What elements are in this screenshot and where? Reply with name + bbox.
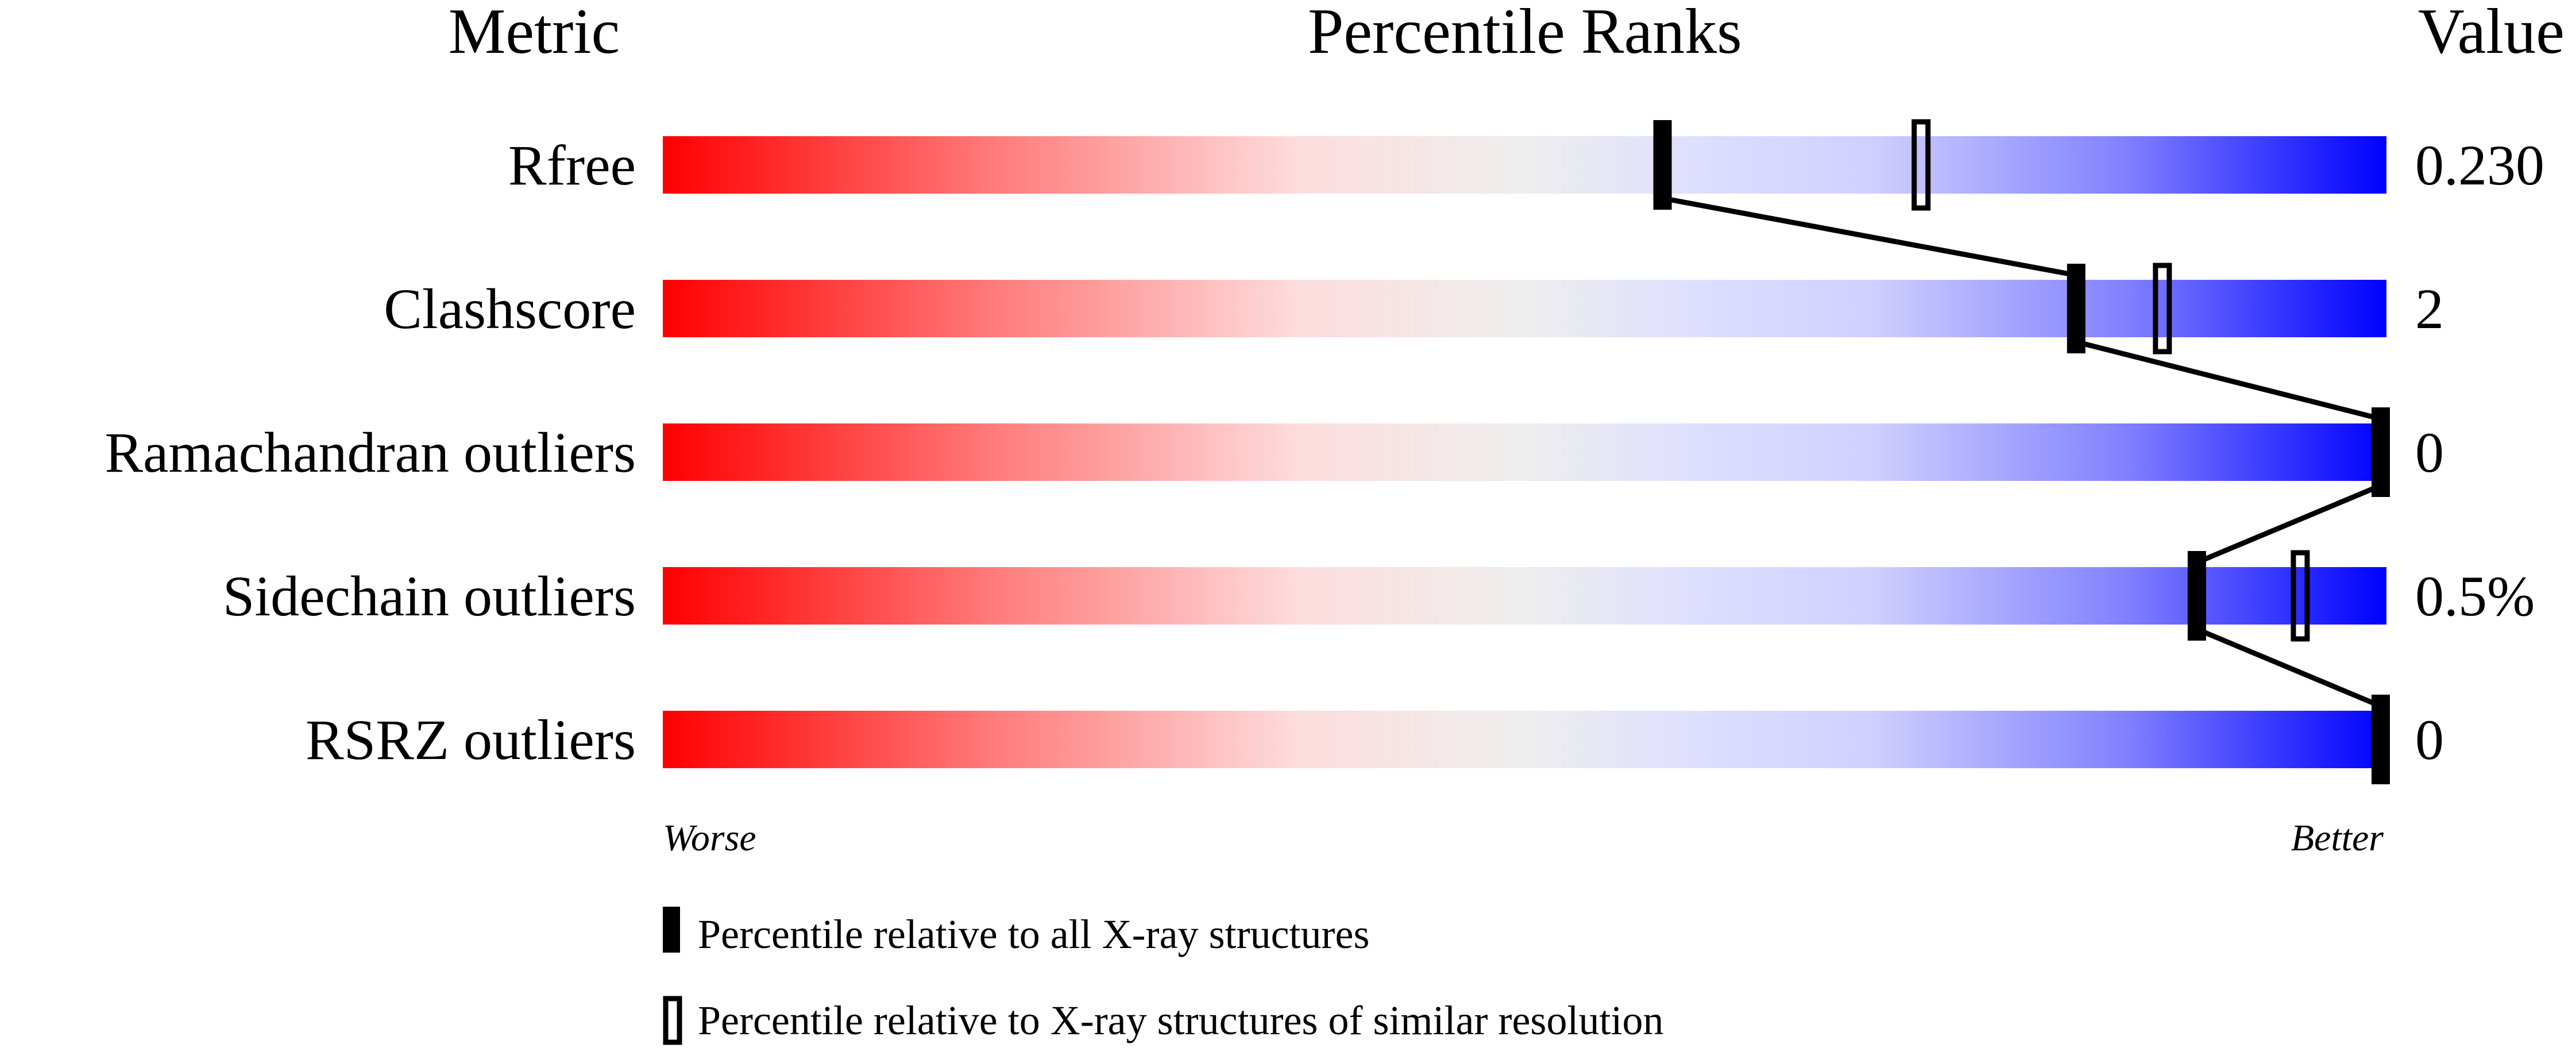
similar-resolution-marker [2291,550,2310,642]
connector-line [1662,195,2077,278]
all-structures-marker [2372,695,2390,784]
header-percentile-ranks: Percentile Ranks [1308,0,1742,67]
all-structures-marker [1653,120,1672,210]
all-structures-marker [2372,407,2390,497]
metric-value: 0.5% [2415,564,2535,628]
metric-label: Clashscore [384,277,636,341]
metric-value: 0 [2415,421,2444,484]
percentile-bar [663,567,2386,625]
all-structures-marker [2187,551,2206,641]
connector-line [2075,339,2382,422]
percentile-bar [663,280,2386,337]
connector-line [2196,626,2382,709]
metric-label: Ramachandran outliers [105,421,636,484]
metric-value: 0 [2415,708,2444,772]
legend-open-label: Percentile relative to X-ray structures … [698,997,1663,1043]
metric-value: 0.230 [2415,133,2544,197]
axis-worse-label: Worse [663,817,756,859]
metric-label: Rfree [508,133,636,197]
metric-value: 2 [2415,277,2444,341]
similar-resolution-marker [1911,119,1931,211]
all-structures-marker [2067,264,2085,353]
header-value: Value [2418,0,2565,67]
percentile-bar [663,136,2386,194]
legend-filled-label: Percentile relative to all X-ray structu… [698,911,1370,957]
axis-better-label: Better [2291,817,2384,859]
percentile-bar [663,711,2386,768]
legend-filled-marker [663,907,680,953]
header-metric: Metric [449,0,620,67]
legend-open-marker-frame [663,996,682,1045]
metric-label: RSRZ outliers [306,708,636,772]
percentile-bar [663,423,2386,481]
connector-line [2196,483,2382,565]
similar-resolution-marker [2153,263,2172,355]
metric-label: Sidechain outliers [223,564,636,628]
